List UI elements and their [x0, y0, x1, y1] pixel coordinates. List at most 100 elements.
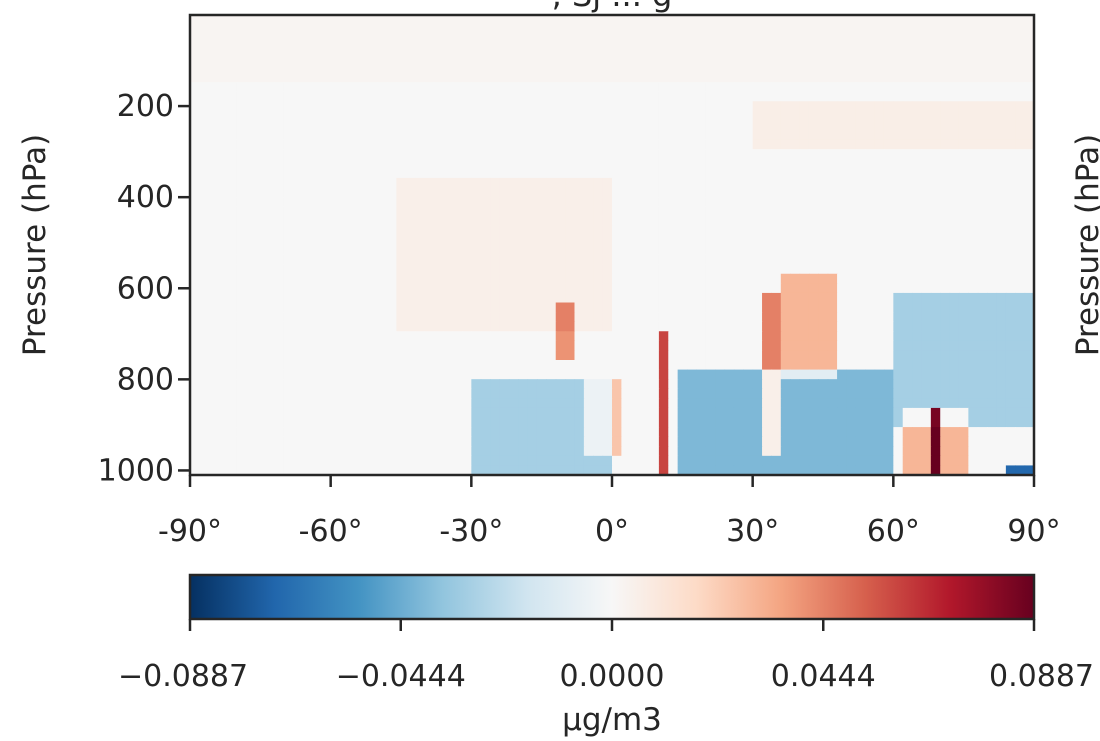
heatmap-cell [461, 245, 472, 256]
heatmap-cell [1005, 206, 1016, 217]
heatmap-cell [565, 177, 576, 189]
heatmap-cell [930, 312, 941, 323]
heatmap-cell [705, 187, 716, 198]
heatmap-cell [612, 446, 622, 457]
heatmap-cell [490, 225, 501, 237]
heatmap-cell [808, 177, 819, 189]
heatmap-cell [565, 120, 576, 131]
heatmap-cell [874, 82, 885, 93]
heatmap-cell [883, 15, 894, 26]
heatmap-cell [340, 187, 351, 198]
heatmap-cell [996, 15, 1007, 26]
heatmap-cell [1015, 43, 1026, 54]
heatmap-cell [958, 292, 969, 304]
heatmap-cell [724, 82, 735, 93]
heatmap-cell [218, 139, 229, 150]
heatmap-cell [321, 110, 332, 122]
heatmap-cell [640, 216, 651, 227]
heatmap-cell [508, 254, 519, 265]
heatmap-cell [752, 350, 763, 361]
x-tick-label: -90° [158, 514, 222, 549]
heatmap-cell [565, 388, 576, 399]
heatmap-cell [780, 254, 791, 265]
heatmap-cell [536, 398, 547, 409]
heatmap-cell [930, 139, 941, 150]
heatmap-cell [349, 206, 360, 217]
heatmap-cell [546, 235, 557, 246]
heatmap-cell [546, 206, 557, 217]
heatmap-cell [293, 168, 304, 179]
heatmap-cell [349, 312, 360, 323]
heatmap-cell [649, 312, 660, 323]
heatmap-cell [246, 436, 257, 447]
heatmap-cell [377, 302, 388, 313]
heatmap-cell [668, 139, 679, 150]
heatmap-cell [640, 24, 651, 35]
heatmap-cell [527, 235, 538, 246]
heatmap-cell [368, 101, 379, 112]
heatmap-cell [677, 130, 688, 141]
heatmap-cell [1015, 446, 1026, 457]
heatmap-cell [640, 34, 651, 45]
heatmap-cell [302, 53, 313, 64]
heatmap-cell [893, 187, 904, 198]
heatmap-cell [518, 283, 529, 294]
heatmap-cell [330, 302, 341, 313]
heatmap-cell [452, 82, 463, 93]
heatmap-cell [818, 120, 829, 131]
heatmap-cell [377, 369, 388, 380]
heatmap-cell [265, 91, 275, 102]
heatmap-cell [762, 158, 773, 169]
heatmap-cell [424, 465, 435, 476]
heatmap-cell [865, 101, 876, 112]
heatmap-cell [368, 110, 379, 122]
heatmap-cell [208, 216, 219, 227]
heatmap-cell [255, 455, 266, 467]
heatmap-cell [274, 34, 285, 45]
heatmap-cell [724, 465, 735, 476]
heatmap-cell [883, 407, 894, 419]
heatmap-cell [330, 273, 341, 284]
heatmap-cell [1015, 101, 1026, 112]
heatmap-cell [846, 446, 857, 457]
heatmap-cell [265, 446, 275, 457]
heatmap-cell [255, 312, 266, 323]
heatmap-cell [743, 235, 754, 246]
heatmap-cell [227, 417, 238, 428]
heatmap-cell [236, 235, 247, 246]
heatmap-cell [687, 120, 697, 131]
heatmap-cell [912, 331, 923, 342]
heatmap-cell [696, 82, 707, 93]
heatmap-cell [236, 216, 247, 227]
heatmap-cell [190, 350, 200, 361]
heatmap-cell [368, 321, 379, 332]
heatmap-cell [574, 360, 585, 371]
heatmap-cell [705, 197, 716, 208]
heatmap-cell [762, 388, 773, 399]
heatmap-cell [377, 149, 388, 160]
heatmap-cell [630, 62, 641, 74]
heatmap-cell [799, 350, 810, 361]
heatmap-cell [771, 177, 782, 189]
heatmap-cell [705, 360, 716, 371]
heatmap-cell [508, 283, 519, 294]
heatmap-cell [433, 264, 444, 275]
heatmap-cell [780, 388, 791, 399]
heatmap-cell [715, 245, 726, 256]
heatmap-cell [771, 254, 782, 265]
heatmap-cell [199, 312, 210, 323]
heatmap-cell [865, 273, 876, 284]
heatmap-cell [340, 264, 351, 275]
heatmap-cell [846, 302, 857, 313]
heatmap-cell [574, 350, 585, 361]
heatmap-cell [593, 302, 604, 313]
heatmap-cell [368, 53, 379, 64]
heatmap-cell [715, 130, 726, 141]
heatmap-cell [949, 168, 960, 179]
heatmap-cell [602, 158, 613, 169]
heatmap-cell [808, 340, 819, 352]
heatmap-cell [330, 283, 341, 294]
heatmap-cell [724, 110, 735, 122]
heatmap-cell [743, 455, 754, 467]
heatmap-cell [265, 120, 275, 131]
